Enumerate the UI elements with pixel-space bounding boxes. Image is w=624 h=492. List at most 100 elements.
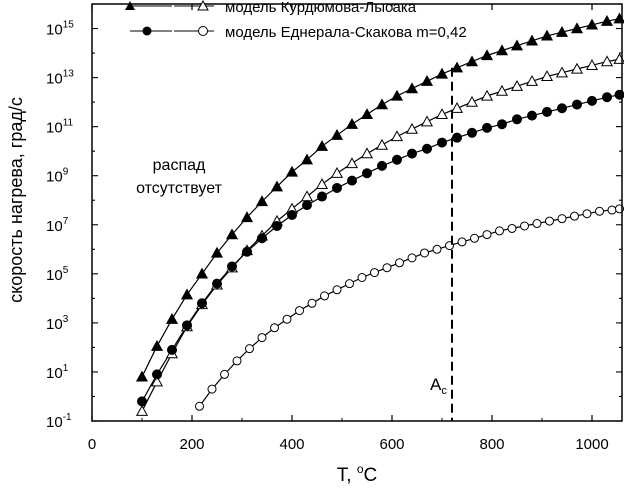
ac-label: Ac [430,375,447,397]
marker-circle [207,384,217,394]
marker-triangle [345,157,359,169]
legend-marker-filled-triangle [125,1,135,10]
marker-triangle [465,95,479,107]
marker-triangle [465,55,479,67]
marker-circle [320,291,329,301]
marker-triangle [315,140,329,151]
marker-triangle [540,70,554,82]
marker-circle [542,106,552,117]
marker-circle [257,333,267,343]
marker-circle [227,261,237,272]
marker-circle [167,344,177,355]
x-tick-label: 1000 [575,436,608,453]
marker-triangle [180,288,194,300]
marker-circle [595,206,604,216]
marker-circle [307,298,317,308]
marker-circle [152,369,162,380]
marker-circle [270,323,279,333]
marker-triangle [285,165,299,177]
marker-triangle [420,115,434,127]
marker-circle [357,273,367,283]
y-tick-label-base: 10 [46,218,63,235]
marker-circle [512,114,522,125]
y-tick-label-exp: 5 [63,265,69,276]
marker-circle [452,132,462,143]
y-tick-label-exp: 1 [63,363,69,374]
marker-triangle [150,339,164,351]
ac-label-sub: c [441,385,447,397]
marker-circle [557,103,567,114]
marker-triangle [300,190,314,202]
legend-marker-filled-circle [142,26,152,36]
marker-circle [527,110,537,121]
marker-circle [482,122,492,133]
marker-circle [242,246,252,257]
y-tick-label-base: 10 [46,169,63,186]
marker-triangle [135,404,149,416]
marker-triangle [225,228,239,240]
marker-triangle [555,25,569,37]
marker-triangle [480,89,494,101]
series-line-2 [141,94,620,402]
marker-circle [257,233,267,244]
marker-triangle [480,49,494,61]
legend-marker-open-circle [198,26,208,36]
y-tick-label-base: 10 [46,22,63,39]
marker-circle [182,320,192,331]
marker-circle [197,298,207,309]
region-text-line2: отсутствует [136,180,223,197]
x-axis-label-sup: o [357,462,364,476]
series-markers [135,12,624,416]
legend-entry-1-label: модель Курдюмова-Лысака [225,0,417,16]
y-tick-label-base: 10 [46,71,63,88]
marker-triangle [375,98,389,110]
marker-triangle [585,18,599,30]
marker-triangle [240,211,254,223]
y-tick-label: 103 [46,314,69,333]
marker-triangle [435,108,449,120]
marker-circle [420,248,429,258]
marker-circle [572,99,582,110]
marker-triangle [330,129,344,140]
marker-triangle [555,66,569,78]
marker-circle [467,127,477,138]
x-axis-label-unit: C [364,465,378,486]
marker-triangle [600,55,614,67]
marker-triangle [585,59,599,70]
marker-circle [382,263,392,273]
y-tick-label-base: 10 [46,267,63,284]
marker-triangle [570,22,584,34]
marker-triangle [450,102,464,113]
marker-circle [557,214,567,224]
marker-triangle [345,117,359,129]
marker-circle [317,191,327,202]
y-tick-label: 1015 [46,20,74,39]
marker-circle [345,279,354,289]
marker-circle [497,119,507,130]
marker-triangle [405,82,419,94]
legend-marker-open-triangle [197,0,209,11]
x-tick-label: 200 [179,436,204,453]
marker-circle [377,160,387,171]
marker-circle [520,221,529,231]
x-axis-label: T, oC [337,462,377,486]
marker-circle [232,356,242,366]
y-tick-label-base: 10 [46,365,63,382]
marker-triangle [525,75,539,86]
y-tick-label-exp: 7 [63,216,69,227]
marker-circle [332,285,342,295]
marker-circle [212,278,222,289]
y-tick-label-exp: 11 [63,118,74,129]
marker-circle [392,154,402,165]
marker-circle [332,182,342,193]
marker-circle [347,175,357,186]
marker-triangle [165,312,179,324]
marker-triangle [135,370,149,382]
marker-circle [272,220,282,231]
marker-circle [507,223,517,233]
x-tick-label: 800 [479,436,504,453]
x-tick-label: 400 [279,436,304,453]
y-axis-label: скорость нагрева, град/с [6,97,26,303]
marker-triangle [420,75,434,86]
marker-circle [282,314,292,324]
